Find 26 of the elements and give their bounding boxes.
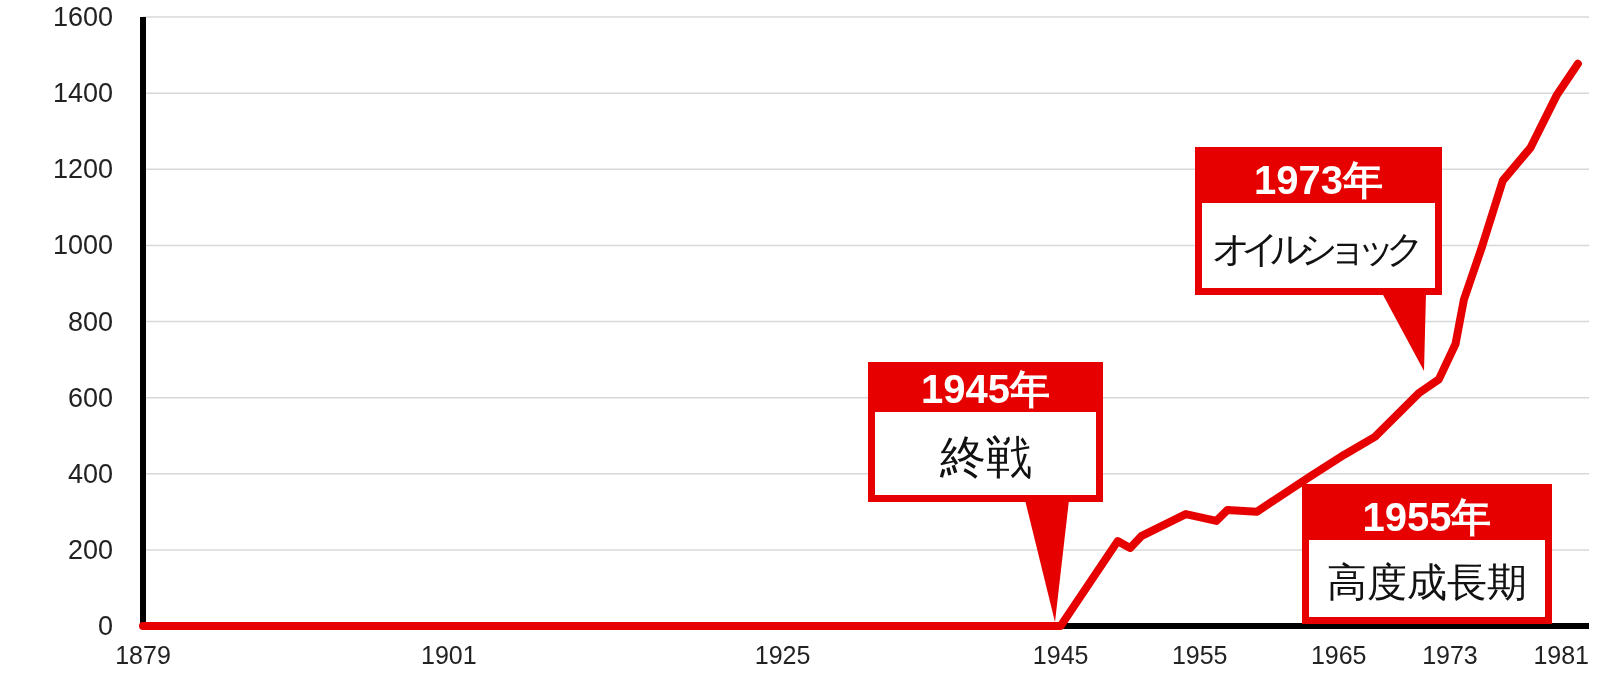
annotation: 1955年 高度成長期: [1302, 484, 1552, 624]
y-tick-label: 1600: [52, 2, 113, 32]
x-tick-label: 1879: [115, 641, 171, 669]
x-tick-label: 1955: [1171, 641, 1228, 669]
annotation: 終戦: [938, 431, 1032, 484]
x-tick-label: 1973: [1422, 641, 1478, 669]
annotation: 高度成長期: [1327, 560, 1527, 604]
x-tick-label: 1945: [1032, 641, 1089, 669]
annotation: オイルショック: [1212, 228, 1425, 271]
x-tick-label: 1925: [754, 641, 811, 669]
y-tick-label: 400: [67, 458, 113, 489]
y-tick-label: 800: [67, 306, 113, 337]
y-tick-label: 0: [97, 611, 113, 641]
y-tick-label: 1400: [52, 78, 113, 109]
y-tick-label: 600: [67, 382, 113, 413]
y-tick-label: 1000: [52, 230, 113, 261]
x-tick-label: 1965: [1310, 641, 1367, 669]
y-tick-label: 1200: [52, 154, 113, 185]
annotation: 1945年: [921, 367, 1050, 411]
annotation: 1973年 オイルショック: [1195, 147, 1442, 371]
annotation: 1945年 終戦: [868, 362, 1103, 622]
x-tick-label: 1981: [1533, 641, 1589, 669]
annotation: 1955年: [1362, 495, 1492, 539]
x-tick-label: 1901: [421, 641, 477, 669]
annotation: 1973年: [1254, 158, 1383, 202]
y-tick-label: 200: [67, 534, 113, 565]
